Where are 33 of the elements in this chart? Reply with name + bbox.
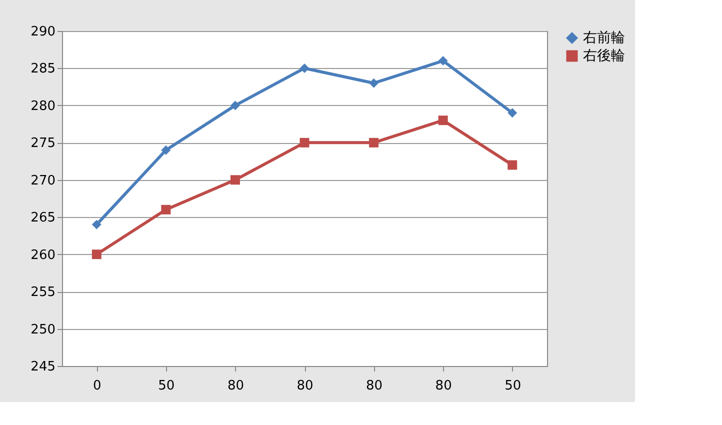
legend-label: 右前輪: [583, 30, 625, 46]
point: [438, 56, 448, 66]
y-tick-label: 290: [30, 24, 56, 40]
point: [369, 138, 379, 148]
y-tick-label: 260: [30, 248, 56, 263]
point: [230, 175, 240, 185]
point: [508, 108, 518, 118]
x-tick-label: 0: [93, 378, 102, 394]
x-tick-label: 80: [296, 378, 314, 394]
point: [161, 145, 171, 155]
y-tick-label: 270: [30, 173, 56, 188]
point: [161, 204, 171, 214]
legend-label: 右後輪: [583, 48, 625, 64]
point: [508, 160, 518, 170]
y-tick-label: 255: [30, 285, 56, 300]
point: [300, 138, 310, 148]
x-tick-label: 80: [366, 378, 383, 394]
x-tick-label: 80: [435, 378, 452, 394]
x-tick-label: 80: [227, 378, 244, 394]
point: [300, 63, 310, 73]
y-tick-label: 245: [30, 360, 56, 374]
point: [369, 78, 379, 88]
y-tick-label: 250: [30, 322, 56, 338]
y-tick-label: 280: [30, 98, 56, 114]
y-tick-label: 275: [30, 136, 56, 152]
point: [230, 100, 240, 110]
x-tick-label: 50: [158, 378, 175, 394]
point: [438, 116, 448, 126]
y-tick-label: 265: [30, 210, 56, 226]
point: [92, 250, 102, 260]
y-tick-label: 285: [30, 62, 56, 77]
point: [92, 220, 102, 230]
x-tick-label: 50: [504, 378, 522, 394]
